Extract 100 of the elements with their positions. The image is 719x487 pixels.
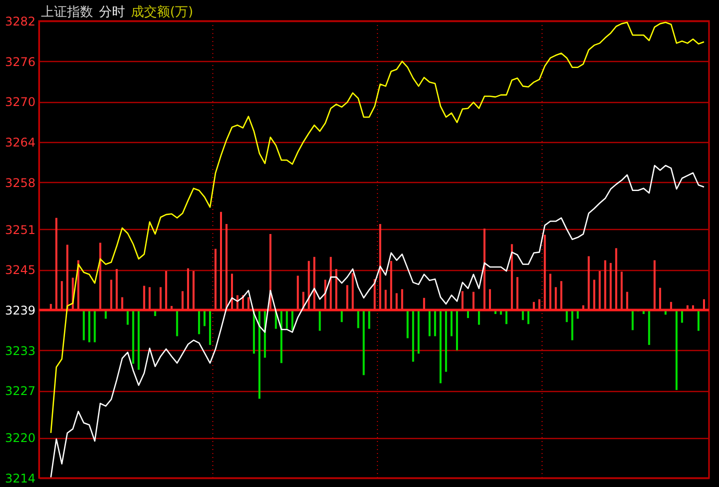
bar [434,310,436,336]
bar [330,256,332,310]
bar [571,310,574,340]
y-tick-label: 3220 [4,431,36,446]
bar [472,292,474,310]
bar [182,291,184,310]
bar [396,293,398,310]
bar [483,228,486,310]
bar [280,310,282,364]
bar [560,281,562,310]
y-tick-label: 3264 [4,135,36,150]
bar [659,288,662,310]
bar [313,256,316,310]
bar [176,310,178,336]
bar [335,268,338,310]
bar [66,244,68,310]
bar [116,268,118,310]
bar [620,272,623,310]
bar [390,260,392,310]
bar [357,310,360,328]
bar [88,310,90,342]
bar [286,310,288,329]
bar [428,310,431,336]
bar [593,280,596,310]
bar [440,310,442,384]
bar [346,285,348,310]
line-series [50,22,705,434]
bar [462,291,464,310]
bar [510,244,513,310]
bar [94,310,96,342]
bar [610,262,612,310]
y-tick-label: 3239 [4,303,36,318]
bar [252,310,255,354]
y-tick-label: 3214 [4,472,36,486]
bar [308,260,310,310]
bar [488,289,491,310]
y-tick-label: 3227 [4,384,36,398]
bar [401,289,404,310]
bar [450,310,453,336]
bar [143,286,146,310]
bar [187,268,190,310]
y-tick-label: 3258 [4,176,36,190]
bar [204,310,206,326]
bar [165,271,168,310]
bar [456,310,458,350]
bar [384,290,387,310]
y-tick-label: 3282 [4,14,36,28]
bar [516,277,518,310]
bar [654,260,656,310]
text: 分时 [99,5,125,20]
bar [505,310,508,324]
y-tick-label: 3251 [4,222,36,237]
bar [318,310,321,331]
line-series [50,164,705,478]
bar [258,310,260,399]
bar [527,310,530,324]
bar [445,310,448,372]
y-tick-label: 3270 [4,95,36,110]
bar [362,310,365,376]
bar [598,271,601,310]
bar [352,273,354,310]
chart-title: 上证指数 [41,5,93,20]
bar [60,281,63,310]
bar [198,310,200,334]
bar [220,212,222,310]
bar [296,276,299,310]
bar [110,280,112,310]
y-tick-label: 3245 [4,263,36,278]
bar [648,310,650,345]
bar [478,310,480,325]
bar [160,287,162,310]
text: 成交额(万) [131,4,194,20]
bar [340,310,343,322]
bar [225,224,228,310]
bar [626,292,628,310]
bar [138,310,140,370]
bar [406,310,409,338]
bar [209,310,212,345]
bar [368,310,370,329]
bar [148,287,151,310]
bar [192,271,195,310]
bar [681,310,684,323]
bar [99,242,102,310]
y-tick-label: 3233 [4,344,36,358]
bar [418,310,420,354]
bar [544,234,546,310]
bar [604,260,606,310]
bar [615,248,618,310]
bar [554,287,557,310]
y-tick-label: 3276 [4,54,36,69]
bar [549,274,552,310]
bar [676,310,678,390]
bar [698,310,700,331]
bar [214,248,217,310]
bar [132,310,134,364]
bar [379,224,382,310]
bar [566,310,568,322]
bar [632,310,634,330]
bar [412,310,414,362]
bar [55,218,58,310]
